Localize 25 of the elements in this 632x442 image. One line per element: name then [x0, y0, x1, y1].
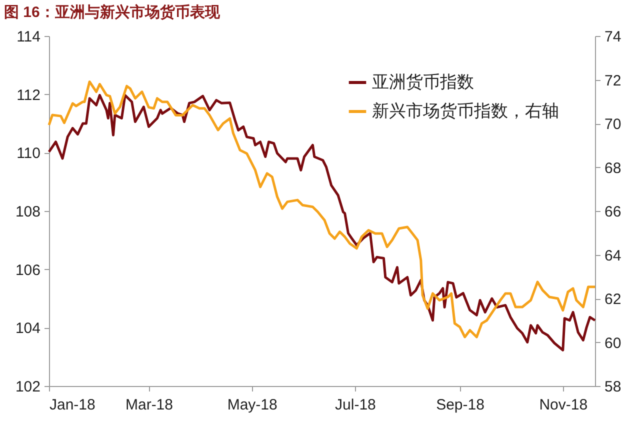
x-tick-label: Nov-18	[539, 396, 588, 414]
x-tick-label: Jan-18	[50, 396, 96, 414]
y2-tick-label: 60	[604, 334, 622, 352]
y2-tick-label: 72	[604, 72, 622, 90]
y-tick-label: 112	[16, 86, 40, 104]
y-tick-label: 104	[15, 320, 40, 338]
legend-label: 新兴市场货币指数，右轴	[372, 102, 559, 120]
y-tick-label: 110	[16, 145, 40, 162]
chart-title: 图 16：亚洲与新兴市场货币表现	[4, 3, 221, 21]
y-tick-label: 106	[15, 262, 40, 279]
y2-tick-label: 68	[604, 160, 622, 177]
y2-tick-label: 62	[604, 291, 622, 308]
x-tick-label: Sep-18	[436, 396, 484, 414]
y-tick-label: 108	[15, 204, 40, 220]
x-tick-label: Jul-18	[335, 396, 376, 414]
y2-tick-label: 58	[604, 378, 622, 396]
x-tick-label: May-18	[227, 396, 278, 414]
y-tick-label: 114	[16, 28, 40, 46]
y2-tick-label: 66	[604, 204, 622, 220]
y2-tick-label: 64	[604, 247, 622, 264]
x-tick-label: Mar-18	[125, 396, 173, 414]
y2-tick-label: 74	[604, 28, 622, 46]
legend-label: 亚洲货币指数	[372, 72, 474, 92]
y-tick-label: 102	[15, 378, 40, 396]
y2-tick-label: 70	[604, 116, 622, 133]
